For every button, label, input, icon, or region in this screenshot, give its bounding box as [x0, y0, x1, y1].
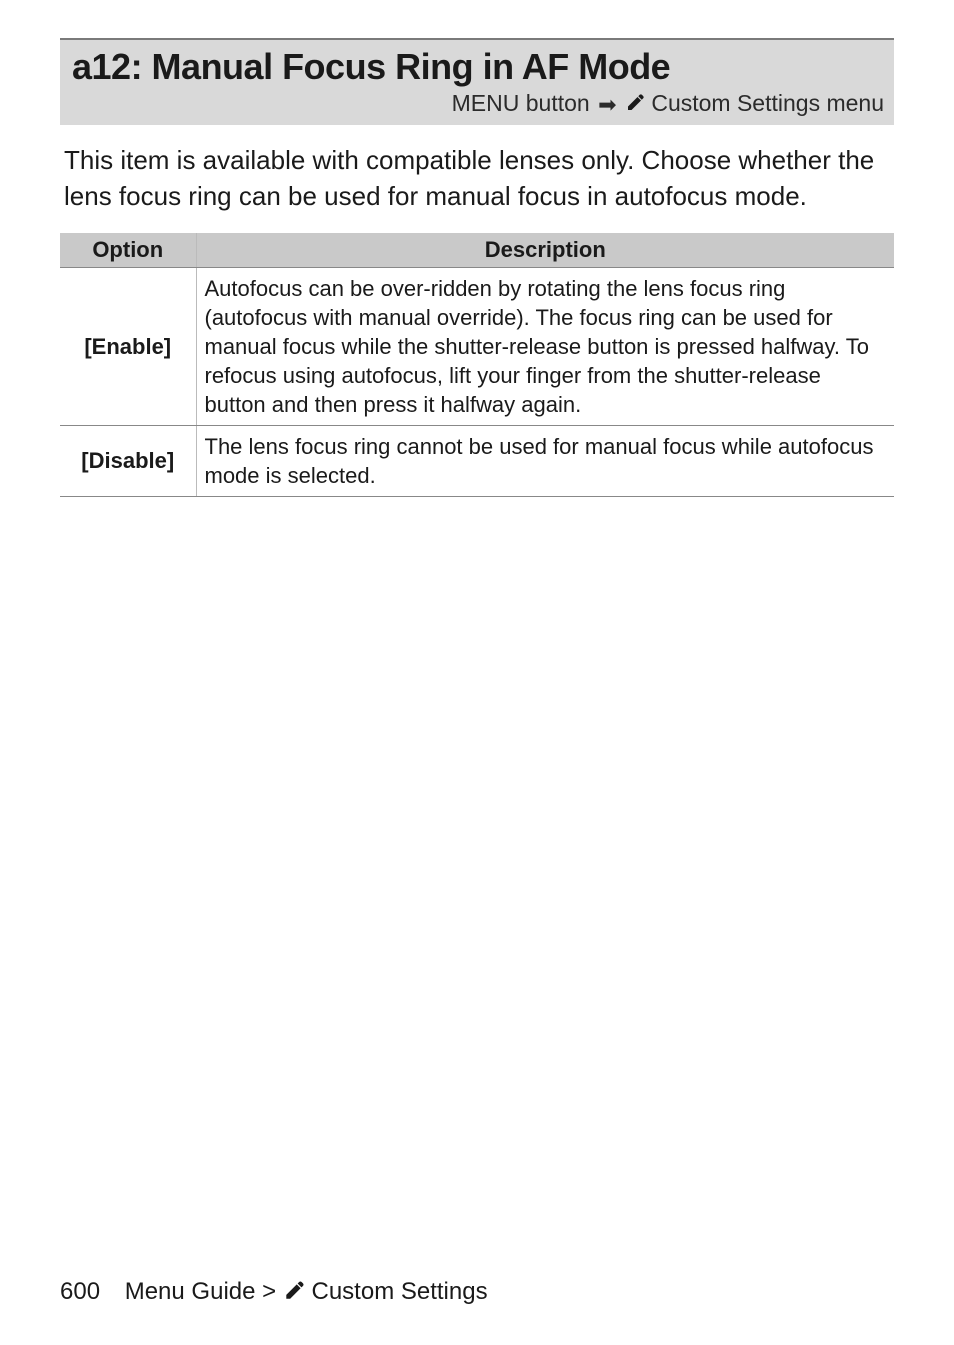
menu-name: Custom Settings menu — [645, 90, 884, 116]
option-cell: [Disable] — [60, 425, 196, 496]
page-number: 600 — [60, 1278, 100, 1306]
menu-button-label: MENU — [452, 90, 520, 116]
options-table: Option Description [Enable] Autofocus ca… — [60, 233, 894, 497]
option-cell: [Enable] — [60, 267, 196, 425]
breadcrumb-prefix: Menu Guide > — [125, 1278, 283, 1305]
section-subtitle: MENU button ➡ Custom Settings menu — [60, 90, 894, 125]
intro-paragraph: This item is available with compatible l… — [60, 125, 894, 233]
breadcrumb-suffix: Custom Settings — [305, 1278, 488, 1305]
table-row: [Disable] The lens focus ring cannot be … — [60, 425, 894, 496]
table-row: [Enable] Autofocus can be over-ridden by… — [60, 267, 894, 425]
breadcrumb: Menu Guide > Custom Settings — [125, 1278, 488, 1309]
pencil-icon — [283, 1280, 305, 1309]
description-cell: Autofocus can be over-ridden by rotating… — [196, 267, 894, 425]
pencil-icon — [625, 92, 645, 119]
section-header: a12: Manual Focus Ring in AF Mode MENU b… — [60, 38, 894, 125]
arrow-icon: ➡ — [598, 94, 616, 116]
page-footer: 600 Menu Guide > Custom Settings — [60, 1278, 894, 1309]
page: a12: Manual Focus Ring in AF Mode MENU b… — [0, 0, 954, 1345]
col-header-option: Option — [60, 233, 196, 268]
description-cell: The lens focus ring cannot be used for m… — [196, 425, 894, 496]
section-title: a12: Manual Focus Ring in AF Mode — [60, 40, 894, 90]
table-header-row: Option Description — [60, 233, 894, 268]
button-word: button — [519, 90, 596, 116]
col-header-description: Description — [196, 233, 894, 268]
